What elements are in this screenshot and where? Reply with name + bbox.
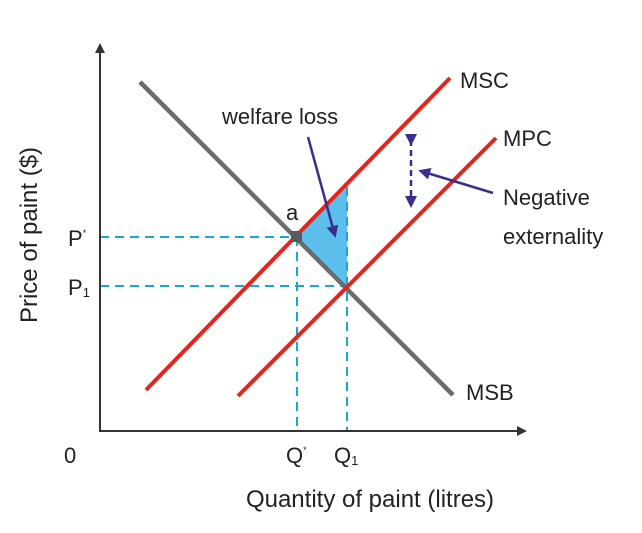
tick-q1: Q1 [334, 443, 358, 468]
welfare-loss-label: welfare loss [221, 104, 338, 129]
tick-p1: P1 [68, 275, 90, 300]
tick-q-star: Q* [286, 443, 307, 468]
msb-label: MSB [466, 380, 514, 405]
y-axis-title: Price of paint ($) [16, 147, 43, 323]
point-a-marker [291, 231, 302, 242]
welfare-loss-arrow [306, 136, 339, 238]
point-a-label: a [286, 200, 299, 225]
msc-label: MSC [460, 68, 509, 93]
tick-p-star: P* [68, 226, 87, 251]
x-axis-title: Quantity of paint (litres) [246, 486, 494, 513]
welfare-loss-area [296, 187, 347, 287]
negative-externality-arrow [418, 168, 494, 195]
mpc-curve [236, 136, 498, 398]
mpc-label: MPC [503, 126, 552, 151]
origin-label: 0 [64, 443, 76, 468]
negative-externality-label-line2: externality [503, 224, 603, 249]
negative-externality-label-line1: Negative [503, 185, 590, 210]
